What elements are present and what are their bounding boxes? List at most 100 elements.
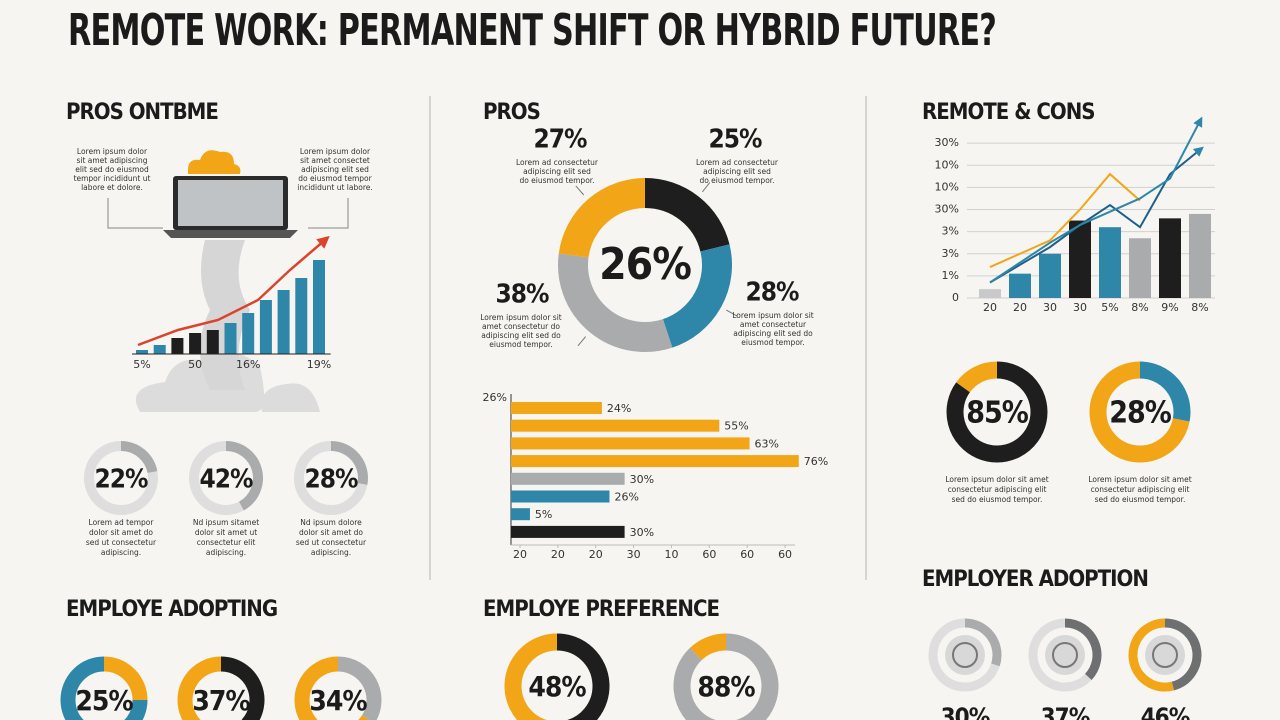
x-tick-label: 30 (627, 548, 641, 561)
caption-line: sed do eiusmod tempor. (1095, 495, 1186, 504)
x-tick-label: 60 (778, 548, 792, 561)
ring-track (84, 441, 158, 515)
caption-line: consectetur adipiscing elit (1091, 485, 1190, 494)
ring-value (946, 361, 1048, 463)
value-label: 25% (709, 125, 763, 155)
x-tick-label: 20 (1013, 301, 1027, 314)
icon (1145, 635, 1185, 675)
bar (136, 350, 148, 354)
bar (224, 323, 237, 354)
gauge-label: 85% (966, 396, 1029, 431)
icon (1045, 635, 1085, 675)
bar (511, 437, 750, 450)
ring-track (956, 361, 998, 393)
ring-value (1164, 618, 1202, 691)
ring-track (177, 656, 243, 720)
bar (979, 289, 1001, 298)
bar (511, 490, 610, 503)
ring-value (1139, 361, 1191, 422)
caption-line: amet consectetur do (482, 322, 560, 331)
ring-track (1089, 361, 1190, 463)
x-tick-label: 8% (1191, 301, 1208, 314)
caption-line: amet consectetur (740, 320, 807, 329)
caption-line: sed ut consectetur (296, 538, 367, 547)
leader (575, 185, 585, 196)
x-tick-label: 30 (1073, 301, 1087, 314)
caption-line: Lorem ipsum dolor (300, 147, 371, 156)
caption-line: Lorem ipsum dolor sit amet (945, 475, 1048, 484)
value-label: 30% (630, 526, 654, 539)
ring-track (294, 441, 368, 515)
ring-track (504, 633, 558, 720)
leader (726, 309, 738, 317)
section-title: EMPLOYE ADOPTING (66, 597, 277, 622)
ring-track (928, 618, 1000, 692)
caption-line: Lorem ipsum dolor (77, 147, 148, 156)
gauge-label: 30% (941, 703, 990, 720)
bar (242, 313, 255, 354)
gauge-label: 28% (1109, 396, 1172, 431)
donut-segment (558, 178, 646, 259)
value-label: 63% (755, 437, 779, 450)
value-label: 30% (630, 473, 654, 486)
bar (511, 525, 625, 538)
y-tick-label: 30% (935, 136, 959, 149)
bar (171, 338, 184, 354)
caption-line: adipiscing. (101, 548, 141, 557)
x-tick-label: 10 (664, 548, 678, 561)
caption-line: Lorem ad tempor (89, 518, 155, 527)
x-tick-label: 20 (551, 548, 565, 561)
caption-line: eiusmod tempor. (489, 340, 552, 349)
caption-line: eiusmod tempor. (741, 338, 804, 347)
caption-line: Lorem ad consectetur (696, 158, 779, 167)
ring-track (189, 441, 244, 515)
value-label: 38% (496, 280, 550, 310)
gauge-label: 42% (200, 465, 254, 495)
ring-track (294, 656, 370, 720)
ring-value (337, 656, 382, 720)
bar (206, 330, 219, 354)
bar (189, 333, 202, 354)
bar (511, 402, 602, 414)
value-label: 27% (534, 125, 588, 155)
ring-value (673, 633, 779, 720)
bar (511, 455, 799, 468)
caption-line: do eiusmod tempor (298, 174, 372, 183)
caption-line: Lorem ipsum dolor sit amet (1088, 475, 1191, 484)
bar (277, 290, 290, 354)
caption-line: do eiusmod tempor. (519, 176, 594, 185)
caption-line: sit amet consectet (300, 156, 370, 165)
x-tick-label: 60 (740, 548, 754, 561)
center-label: 26% (599, 239, 691, 290)
bar (1159, 218, 1181, 298)
caption-line: tempor incididunt ut (74, 174, 151, 183)
gauge-label: 22% (95, 465, 149, 495)
caption-line: Nd ipsum sitamet (193, 518, 259, 527)
ring-value (103, 656, 148, 701)
x-tick-label: 60 (702, 548, 716, 561)
ring-value (964, 618, 1002, 667)
icon (952, 642, 978, 668)
x-tick-label: 9% (1161, 301, 1178, 314)
ring-value (120, 441, 158, 474)
gauge-label: 37% (1041, 703, 1090, 720)
x-tick-label: 16% (236, 358, 260, 371)
caption-line: sed ut consectetur (86, 538, 157, 547)
caption-line: incididunt ut labore. (297, 183, 373, 192)
gauge-label: 28% (305, 465, 359, 495)
donut-segment (644, 178, 730, 253)
caption-line: Lorem ad consectetur (516, 158, 599, 167)
ring-value (330, 441, 368, 485)
bar (1129, 238, 1151, 298)
value-label: 26% (614, 491, 638, 504)
bar (153, 345, 166, 354)
value-label: 5% (535, 508, 552, 521)
gauge-label: 37% (192, 684, 250, 717)
ring-value (1064, 618, 1102, 680)
value-label: 28% (746, 278, 800, 308)
x-tick-label: 20 (513, 548, 527, 561)
x-tick-label: 20 (983, 301, 997, 314)
caption-line: consectetur adipiscing elit (948, 485, 1047, 494)
caption-line: dolor sit amet do (299, 528, 363, 537)
